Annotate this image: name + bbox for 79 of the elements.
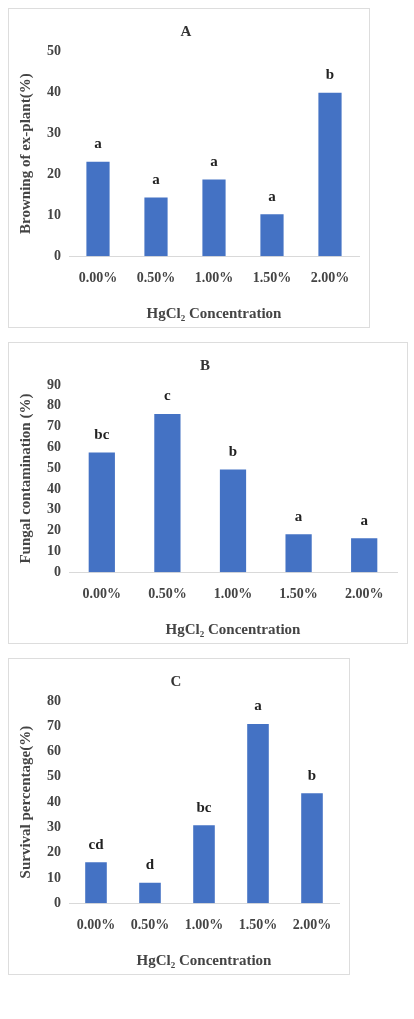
- annotation: d: [145, 856, 155, 873]
- x-tick-label: 1.00%: [184, 917, 224, 933]
- x-tick-label: 0.50%: [148, 586, 187, 602]
- bar: [88, 452, 115, 573]
- y-tick-label: 40: [47, 793, 61, 809]
- y-tick-label: 10: [47, 543, 61, 559]
- bar: [85, 862, 107, 904]
- x-tick-label: 2.00%: [344, 586, 384, 602]
- x-tick-label: 1.00%: [194, 270, 234, 286]
- x-axis-title: HgCl₂ Concentration: [146, 304, 283, 321]
- y-tick-label: 50: [47, 42, 61, 58]
- annotation: a: [294, 507, 303, 524]
- annotation: c: [164, 387, 172, 404]
- y-tick-label: 70: [47, 418, 61, 434]
- x-tick-label: 0.00%: [78, 270, 118, 286]
- x-tick-label: 0.50%: [136, 270, 176, 286]
- chart-title: A: [180, 22, 192, 39]
- bar: [193, 825, 215, 904]
- y-tick-label: 20: [47, 844, 61, 860]
- annotation: a: [210, 152, 219, 169]
- y-tick-label: 90: [47, 376, 61, 392]
- bar: [139, 882, 161, 904]
- y-tick-label: 50: [47, 768, 61, 784]
- bar: [247, 724, 269, 904]
- annotation: bc: [94, 425, 110, 442]
- bar: [202, 179, 226, 257]
- annotation: b: [307, 766, 317, 783]
- bar: [154, 414, 181, 573]
- y-axis-title: Fungal contamination (%): [16, 393, 34, 564]
- x-tick-label: 0.50%: [130, 917, 170, 933]
- annotation: b: [325, 66, 335, 83]
- y-tick-label: 40: [47, 83, 61, 99]
- y-tick-label: 10: [47, 869, 61, 885]
- bar: [351, 538, 378, 573]
- y-tick-label: 30: [47, 124, 61, 140]
- annotation: a: [94, 135, 103, 152]
- annotation: a: [360, 511, 369, 528]
- x-tick-label: 1.00%: [213, 586, 253, 602]
- y-tick-label: 40: [47, 480, 61, 496]
- annotation: cd: [88, 835, 105, 852]
- x-tick-label: 1.50%: [238, 917, 278, 933]
- x-tick-label: 1.50%: [252, 270, 292, 286]
- annotation: a: [268, 187, 277, 204]
- x-axis-title: HgCl₂ Concentration: [136, 951, 273, 968]
- chart-title: C: [170, 672, 182, 689]
- x-tick-label: 0.00%: [82, 586, 122, 602]
- bar: [285, 534, 312, 573]
- chart-title: B: [199, 356, 211, 373]
- x-tick-label: 1.50%: [279, 586, 318, 602]
- bar: [144, 197, 168, 257]
- bar: [219, 469, 247, 573]
- x-tick-label: 2.00%: [310, 270, 350, 286]
- y-tick-label: 30: [47, 501, 61, 517]
- y-tick-label: 10: [47, 206, 61, 222]
- bar: [260, 214, 284, 257]
- y-tick-label: 60: [47, 439, 61, 455]
- annotation: bc: [196, 798, 212, 815]
- y-tick-label: 20: [47, 522, 61, 538]
- y-tick-label: 0: [54, 894, 61, 910]
- annotation: a: [152, 170, 161, 187]
- y-tick-label: 60: [47, 743, 61, 759]
- y-tick-label: 30: [47, 818, 61, 834]
- y-tick-label: 0: [54, 563, 61, 579]
- y-tick-label: 80: [47, 692, 61, 708]
- bar: [318, 92, 342, 257]
- bar: [86, 161, 110, 257]
- annotation: a: [254, 697, 263, 714]
- y-tick-label: 20: [47, 165, 61, 181]
- annotation: b: [228, 442, 238, 459]
- y-tick-label: 80: [47, 397, 61, 413]
- x-axis-title: HgCl₂ Concentration: [165, 620, 302, 637]
- bar: [301, 793, 323, 904]
- y-tick-label: 0: [54, 247, 61, 263]
- y-tick-label: 70: [47, 717, 61, 733]
- y-tick-label: 50: [47, 459, 61, 475]
- y-axis-title: Browning of ex-plant(%): [16, 73, 34, 234]
- x-tick-label: 2.00%: [292, 917, 332, 933]
- x-tick-label: 0.00%: [76, 917, 116, 933]
- y-axis-title: Survival percentage(%): [16, 725, 34, 879]
